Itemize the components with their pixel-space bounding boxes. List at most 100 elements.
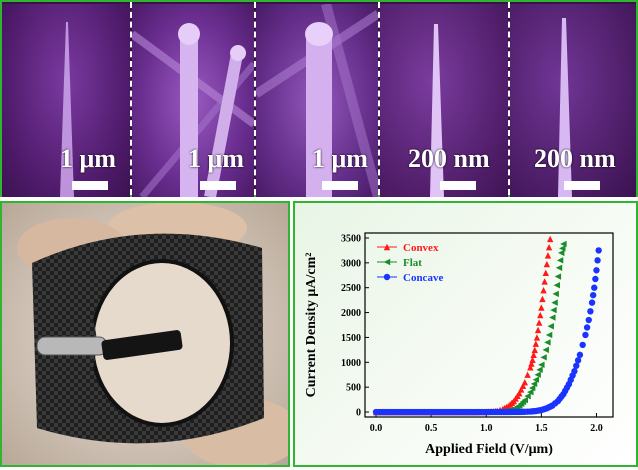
series-convex [372,235,554,416]
data-point [595,247,602,254]
divider [254,2,256,195]
divider [508,2,510,195]
data-point [547,323,554,330]
data-point [537,311,544,319]
data-point [589,291,597,299]
data-point [534,326,542,334]
data-point [560,240,567,248]
data-point [549,314,556,321]
y-tick-label: 500 [346,383,361,394]
data-point [582,331,589,339]
data-point [585,316,592,324]
data-point [527,364,534,371]
data-point [530,380,538,388]
y-tick-label: 0 [356,408,361,419]
plot-frame [364,232,614,418]
data-point [592,275,599,283]
scale-label: 1 μm [312,144,368,173]
data-point [593,267,600,274]
data-point [559,245,566,252]
x-tick-label: 0.5 [425,423,438,434]
data-point [528,360,535,367]
y-tick-label: 3500 [341,233,361,244]
y-tick-label: 1500 [341,333,361,344]
data-point [540,354,547,361]
sem-nanowire-image [256,4,378,197]
field-emission-plot-panel: 0.0 0.5 1.0 1.5 2.0 0 500 1000 1500 2000 2500 3000 3… [293,201,638,467]
data-point [383,243,391,251]
divider [378,2,380,195]
scale-bar [72,181,108,190]
x-tick-label: 1.5 [535,423,548,434]
data-point [533,334,541,341]
sem-image-4: 200 nm [380,4,508,197]
legend-label: Concave [403,272,443,284]
data-point [583,324,591,331]
data-point [524,371,531,378]
field-emission-chart: 0.0 0.5 1.0 1.5 2.0 0 500 1000 1500 2000 2500 3000 3… [304,232,614,457]
data-point [540,286,547,294]
data-point [532,340,540,347]
data-point [531,346,538,354]
chart-legend: Convex Flat Concave [377,242,443,284]
y-tick-label: 2000 [341,308,361,319]
data-point [527,388,534,396]
data-point [550,306,557,314]
data-point [587,308,594,315]
sem-nanowire-image [558,18,572,197]
data-point [554,273,562,280]
data-point [541,278,548,285]
data-point [521,396,529,404]
data-point [534,371,541,378]
divider [130,2,132,195]
legend-label: Convex [403,242,439,254]
scale-label: 200 nm [534,144,616,173]
data-point [588,299,596,306]
data-point [543,260,551,268]
y-tick-label: 3000 [341,258,361,269]
y-tick-label: 2500 [341,283,361,294]
y-tick-label: 1000 [341,358,361,369]
data-point [556,257,564,264]
scale-bar [564,181,600,190]
sem-image-5: 200 nm [510,4,636,197]
data-point [516,389,523,397]
sem-image-1: 1 μm [2,4,130,197]
data-point [536,366,543,373]
data-point [524,392,531,400]
data-point [542,269,549,276]
x-tick-label: 2.0 [590,423,603,434]
data-point [528,384,536,392]
scale-label: 1 μm [60,144,116,173]
data-point [519,382,527,390]
series-layer [372,235,602,416]
x-tick-label: 0.0 [370,423,383,434]
scale-bar [322,181,358,190]
data-point [546,235,554,243]
data-point [574,357,582,364]
data-point [538,361,545,368]
y-axis-label: Current Density μA/cm² [304,253,319,398]
scale-bar [440,181,476,190]
data-point [535,319,543,326]
x-axis-label: Applied Field (V/μm) [425,442,553,457]
data-point [542,346,549,354]
sem-image-3: 1 μm [256,4,378,197]
scale-bar [200,181,236,190]
data-point [594,257,601,264]
carbon-cloth-photo [0,201,290,467]
sem-nanowire-image [132,23,254,197]
x-tick-label: 1.0 [480,423,493,434]
data-point [521,378,529,386]
sem-image-strip: 1 μm 1 μm 1 μm 200 nm [0,0,638,197]
legend-label: Flat [403,257,422,269]
data-point [539,295,546,303]
data-point [552,290,559,298]
sem-nanowire-image [430,24,444,197]
data-point [545,331,553,339]
photo-illustration [2,203,288,465]
data-point [544,252,552,259]
data-point [529,356,536,364]
data-point [517,386,525,393]
data-point [555,264,563,272]
